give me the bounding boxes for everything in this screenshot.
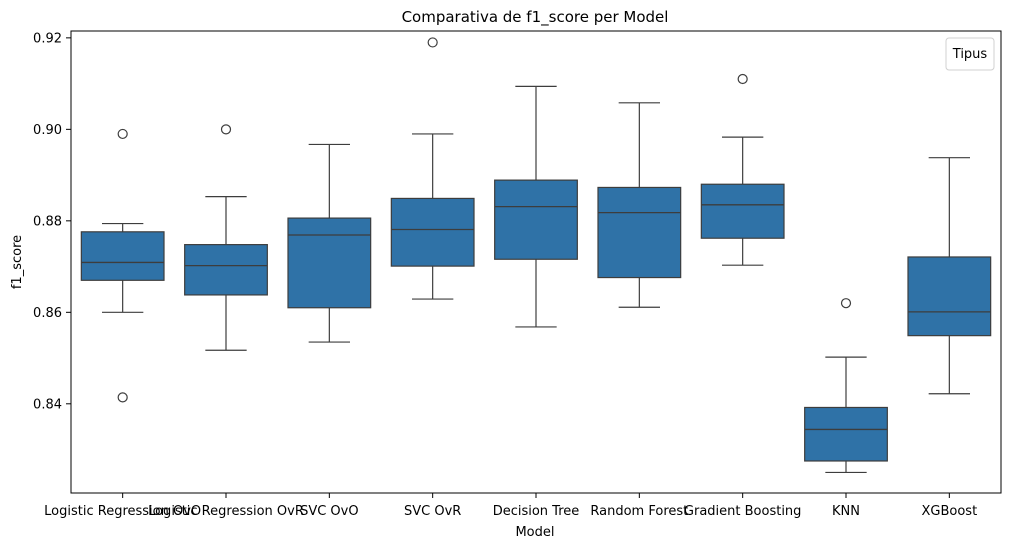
outlier-point bbox=[427, 37, 438, 48]
outlier-point bbox=[220, 124, 232, 135]
legend-title: Tipus bbox=[952, 47, 988, 62]
box-iqr bbox=[80, 231, 165, 281]
x-tick-label: SVC OvO bbox=[300, 504, 359, 519]
y-tick-label: 0.90 bbox=[33, 123, 62, 138]
y-tick-label: 0.88 bbox=[33, 214, 62, 229]
box-group bbox=[80, 128, 165, 403]
legend: Tipus bbox=[945, 37, 995, 71]
box-iqr bbox=[184, 244, 268, 296]
y-tick-label: 0.92 bbox=[33, 31, 62, 46]
box-group bbox=[390, 37, 475, 300]
x-tick-label: XGBoost bbox=[921, 504, 977, 519]
box-group bbox=[494, 85, 578, 328]
y-tick-label: 0.84 bbox=[33, 397, 62, 412]
x-axis-label: Model bbox=[515, 525, 554, 540]
box-iqr bbox=[907, 256, 992, 337]
outlier-point bbox=[840, 298, 852, 309]
box-group bbox=[184, 124, 268, 351]
x-tick-label: SVC OvR bbox=[404, 504, 461, 519]
x-tick-label: Gradient Boosting bbox=[684, 504, 802, 519]
plot-area bbox=[80, 37, 992, 474]
y-tick-label: 0.86 bbox=[33, 306, 62, 321]
x-tick-label: Decision Tree bbox=[493, 504, 580, 519]
y-axis: 0.84 0.86 0.88 0.90 0.92 bbox=[33, 31, 71, 412]
outlier-point bbox=[117, 128, 128, 140]
outlier-point bbox=[117, 392, 128, 403]
box-iqr bbox=[804, 406, 888, 462]
box-group bbox=[804, 298, 888, 474]
x-tick-label: Logistic Regression OvR bbox=[148, 504, 304, 519]
box-iqr bbox=[597, 186, 682, 279]
chart-title: Comparativa de f1_score per Model bbox=[402, 8, 669, 27]
box-iqr bbox=[287, 217, 372, 309]
box-group bbox=[287, 143, 372, 343]
x-tick-label: KNN bbox=[832, 504, 860, 519]
box-group bbox=[907, 157, 992, 395]
y-axis-label: f1_score bbox=[10, 235, 25, 289]
outlier-point bbox=[737, 73, 748, 85]
box-iqr bbox=[494, 179, 578, 260]
box-iqr bbox=[390, 197, 475, 267]
box-group bbox=[597, 102, 682, 308]
legend-frame bbox=[945, 37, 995, 71]
box-iqr bbox=[700, 183, 785, 239]
box-group bbox=[700, 73, 785, 266]
x-tick-label: Random Forest bbox=[590, 504, 688, 519]
x-tick-label: Logistic Regression OvO bbox=[44, 504, 201, 519]
